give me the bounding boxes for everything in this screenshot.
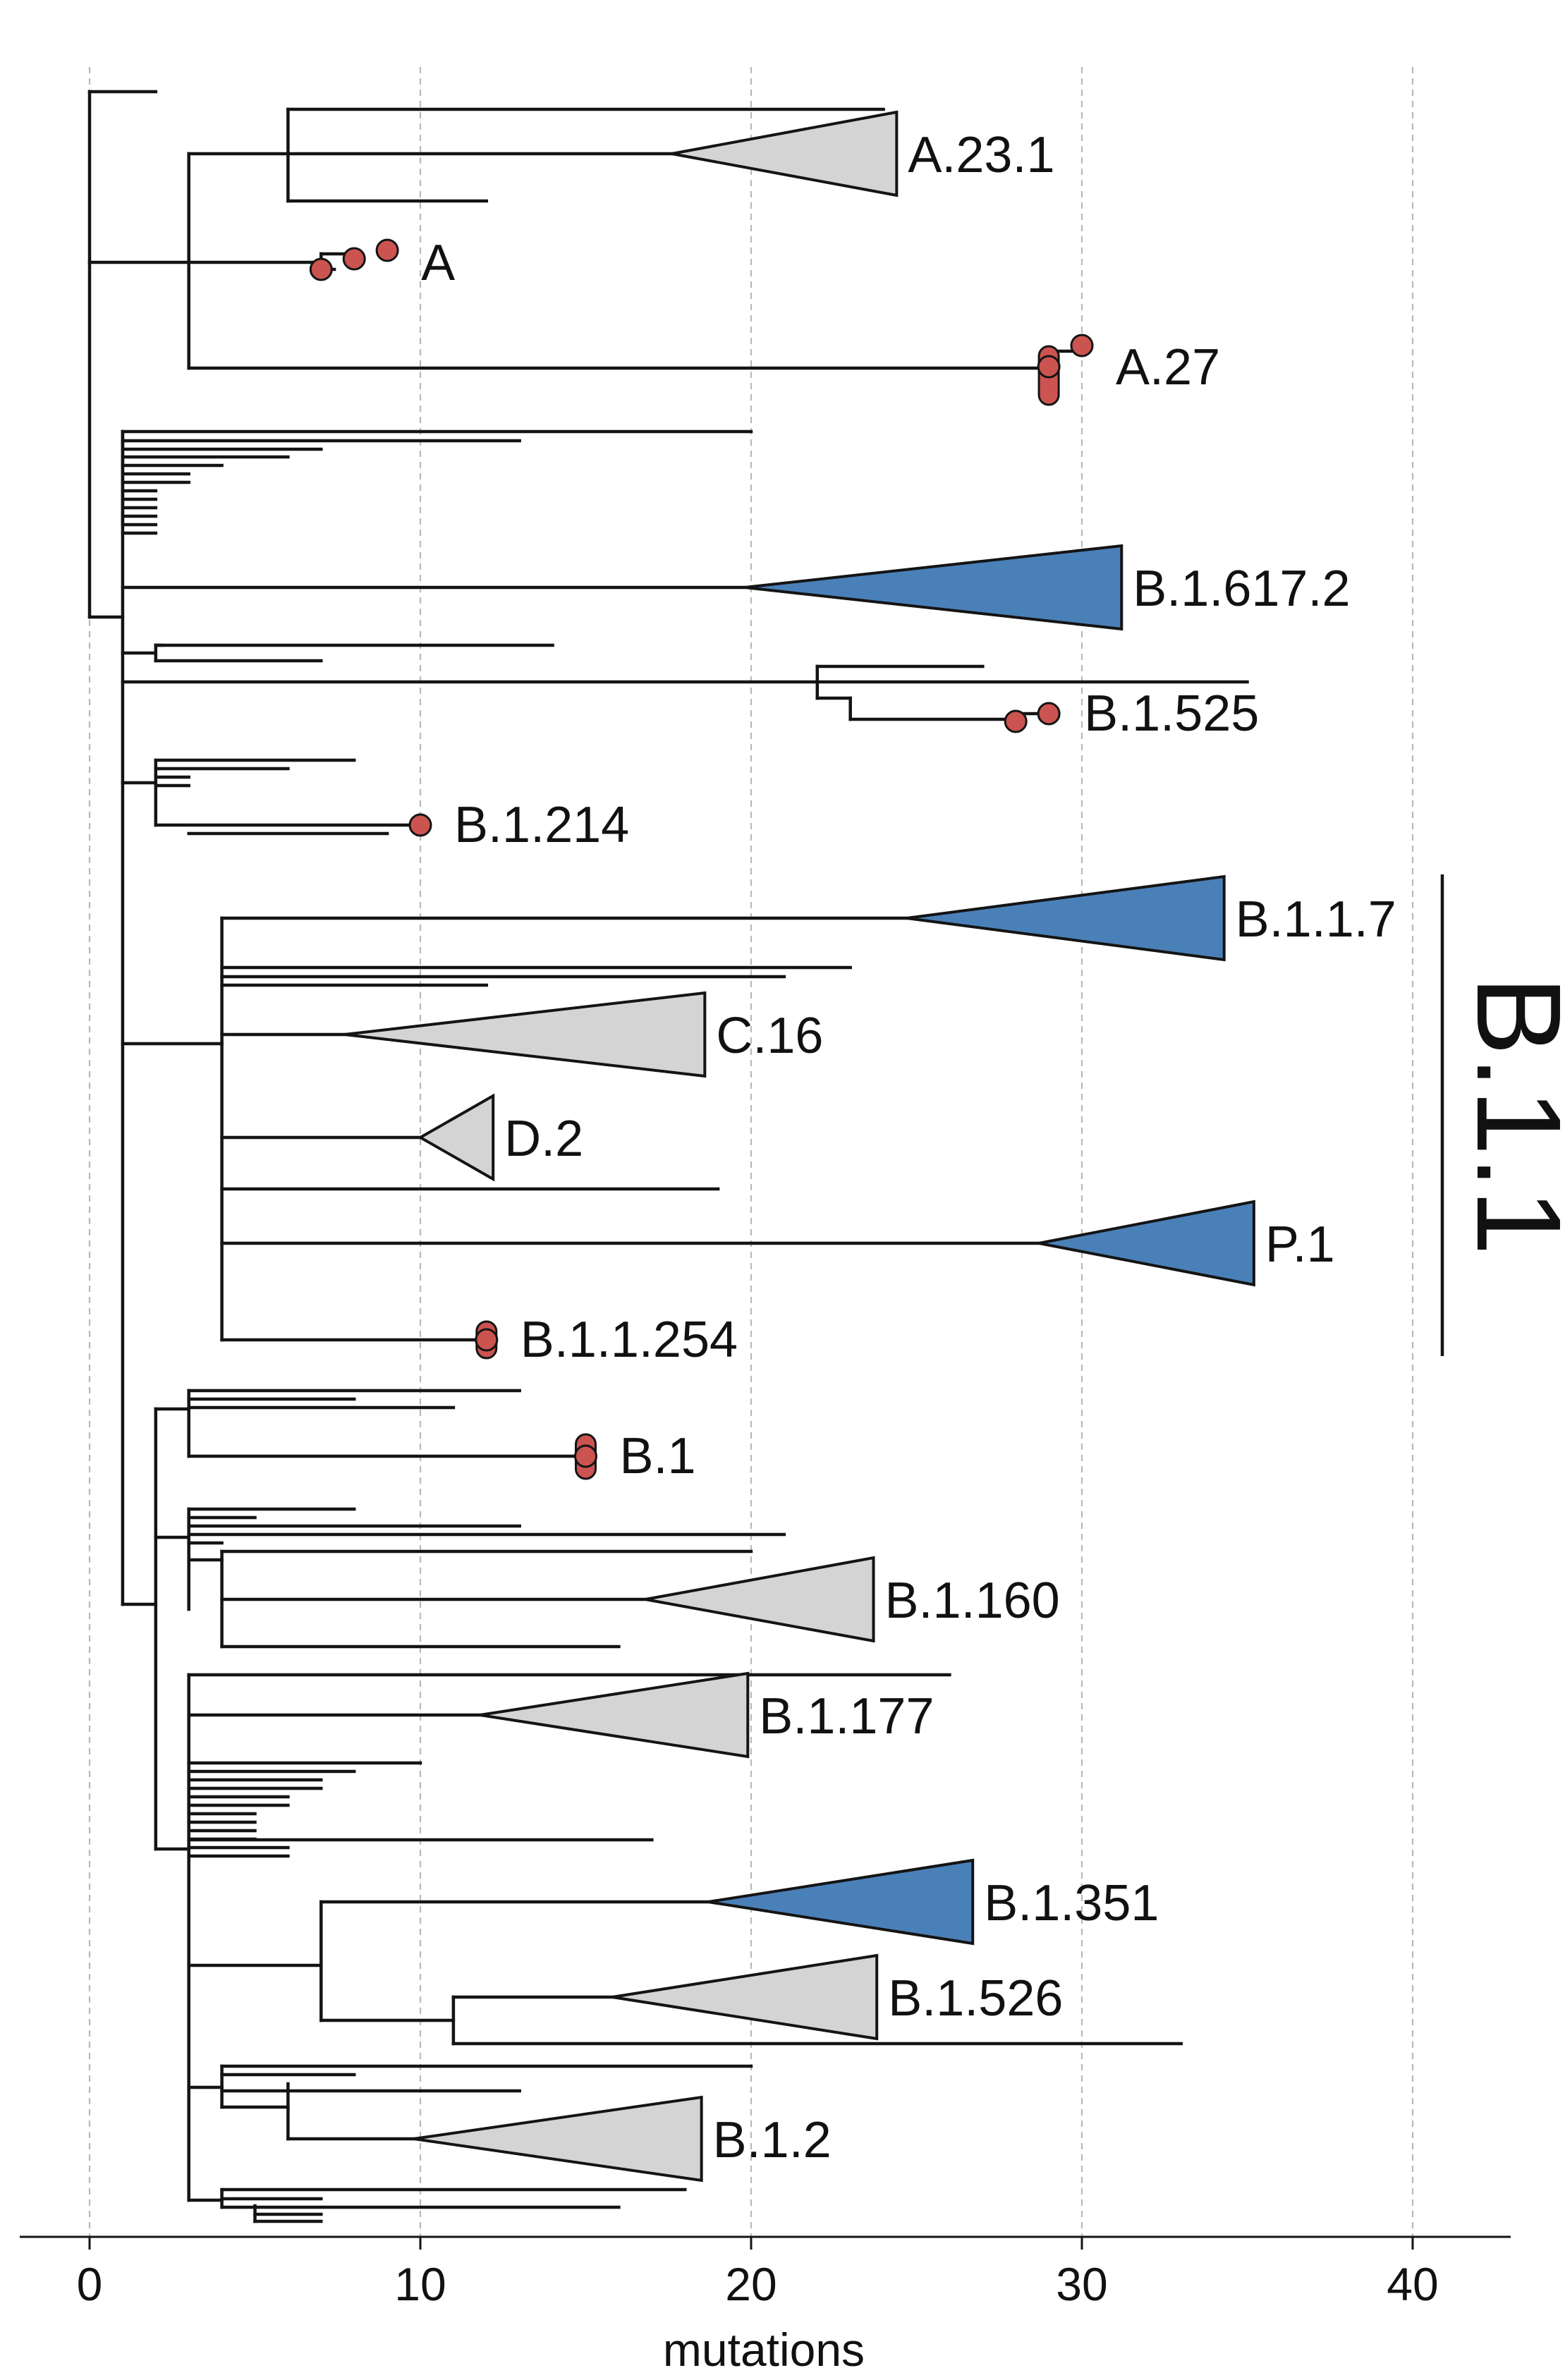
clade-label-c-16: C.16 xyxy=(716,1008,823,1064)
clade-triangle-d-2 xyxy=(417,1093,495,1182)
x-tick-label: 20 xyxy=(725,2258,777,2310)
clade-triangle-c-16 xyxy=(343,991,707,1078)
clade-label-b-1-526: B.1.526 xyxy=(888,1970,1063,2027)
sample-label-a: A xyxy=(421,235,455,291)
clade-triangle-b-1-617-2 xyxy=(744,544,1123,631)
sample-label-b-1-525: B.1.525 xyxy=(1084,685,1259,742)
b11-bracket: B.1.1 xyxy=(1440,874,1565,1356)
clade-triangle-b-1-177 xyxy=(480,1671,750,1759)
sample-points xyxy=(309,238,1094,1480)
x-axis-title: mutations xyxy=(663,2324,865,2376)
clade-triangle-b-1-1-7 xyxy=(906,874,1226,962)
grid-lines xyxy=(88,67,1414,2237)
clade-label-b-1-2: B.1.2 xyxy=(713,2112,832,2168)
clade-triangle-b-1-351 xyxy=(707,1858,975,1946)
sample-label-a-27: A.27 xyxy=(1116,339,1220,396)
clade-label-p-1: P.1 xyxy=(1265,1216,1335,1273)
clade-label-a-23-1: A.23.1 xyxy=(908,127,1054,183)
clade-triangle-p-1 xyxy=(1038,1200,1255,1287)
clade-triangle-b-1-526 xyxy=(611,1953,879,2041)
sample-label-b-1-1-254: B.1.1.254 xyxy=(520,1312,738,1368)
clade-label-b-1-177: B.1.177 xyxy=(759,1688,934,1745)
clade-label-b-1-160: B.1.160 xyxy=(885,1573,1060,1629)
sample-point-b-1-1-254 xyxy=(475,1328,499,1352)
sample-label-b-1: B.1 xyxy=(620,1428,696,1484)
clade-label-b-1-351: B.1.351 xyxy=(984,1875,1159,1932)
x-tick-label: 0 xyxy=(77,2258,103,2310)
sample-point-a xyxy=(375,238,399,262)
x-tick-label: 10 xyxy=(394,2258,446,2310)
sample-point-b-1 xyxy=(574,1444,597,1468)
sample-point-b-1-525 xyxy=(1004,709,1028,733)
sample-point-a-27 xyxy=(1037,355,1061,379)
clade-triangle-a-23-1 xyxy=(671,110,899,197)
tree-branches xyxy=(87,90,1249,2223)
clade-label-b-1-617-2: B.1.617.2 xyxy=(1133,561,1350,617)
x-tick-label: 30 xyxy=(1056,2258,1107,2310)
x-axis: 0 10 20 30 40 mutations xyxy=(20,2235,1511,2376)
x-tick-label: 40 xyxy=(1387,2258,1438,2310)
sample-point-a xyxy=(342,247,366,271)
clade-labels: A.23.1 B.1.617.2 B.1.1.7 C.16 D.2 P.1 B.1.160 B… xyxy=(421,127,1396,2168)
sample-point-a-27 xyxy=(1070,334,1094,358)
clade-label-d-2: D.2 xyxy=(504,1111,583,1167)
clade-triangle-b-1-160 xyxy=(645,1556,875,1643)
sample-point-b-1-214 xyxy=(408,813,432,837)
sample-point-b-1-525 xyxy=(1037,702,1061,726)
sample-label-b-1-214: B.1.214 xyxy=(454,797,629,853)
sample-point-a xyxy=(309,257,333,281)
x-axis-ticks: 0 10 20 30 40 xyxy=(77,2237,1439,2310)
bracket-label: B.1.1 xyxy=(1451,976,1565,1256)
clade-label-b-1-1-7: B.1.1.7 xyxy=(1236,891,1396,948)
clade-triangle-b-1-2 xyxy=(413,2095,703,2183)
collapsed-clades xyxy=(343,110,1255,2183)
